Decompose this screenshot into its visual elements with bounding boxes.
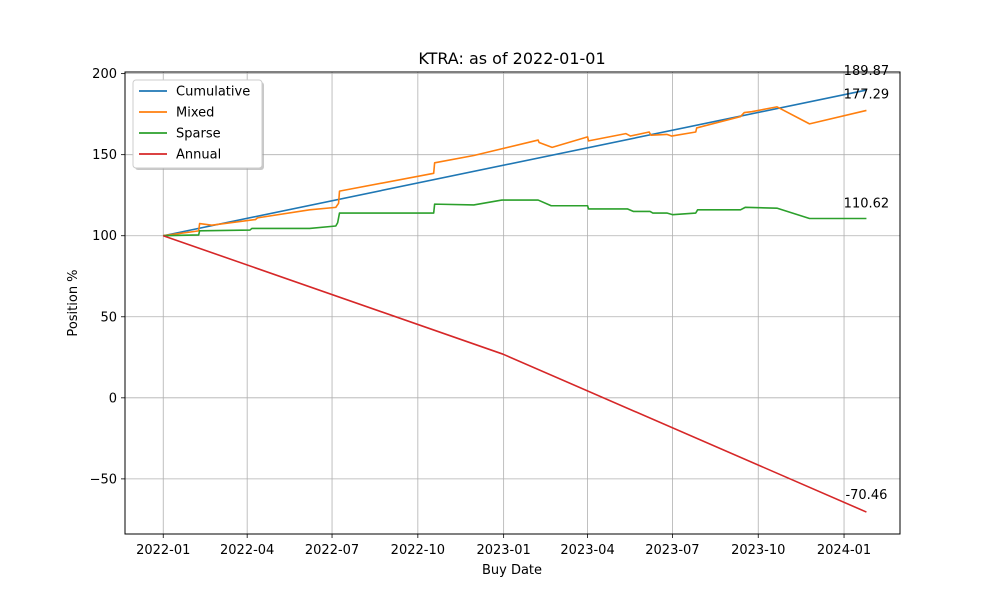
x-tick-label: 2023-01 [476,543,530,558]
y-tick-label: 150 [92,148,117,163]
end-label-annual: -70.46 [845,488,887,503]
plot-lines [162,89,867,513]
chart-title: KTRA: as of 2022-01-01 [418,49,605,68]
x-tick-label: 2022-07 [305,543,359,558]
x-tick-label: 2022-10 [391,543,445,558]
y-tick-label: 100 [92,229,117,244]
series-line-mixed [163,106,867,237]
legend: Cumulative Mixed Sparse Annual [132,79,264,170]
x-tick-label: 2023-10 [731,543,785,558]
end-label-mixed: 177.29 [844,87,890,102]
series-line-annual [162,234,867,513]
x-tick-label: 2024-01 [817,543,871,558]
y-axis-title: Position % [66,269,81,336]
x-tick-label: 2022-04 [220,543,274,558]
legend-label-sparse: Sparse [176,127,221,142]
x-tick-label: 2023-04 [560,543,614,558]
x-tick-label: 2023-07 [645,543,699,558]
end-label-sparse: 110.62 [844,197,890,212]
y-tick-label: 50 [100,310,117,325]
legend-label-annual: Annual [176,148,221,163]
legend-box [132,79,263,169]
x-tick-label: 2022-01 [136,543,190,558]
end-labels: 189.87 177.29 110.62 -70.46 [844,64,890,503]
series-line-sparse [163,199,867,237]
y-tick-label: 0 [109,391,117,406]
plot-frame [124,71,901,535]
end-label-cumulative: 189.87 [844,64,890,79]
legend-label-cumulative: Cumulative [176,85,250,100]
legend-label-mixed: Mixed [176,106,214,121]
x-axis-title: Buy Date [482,563,542,578]
y-tick-label: −50 [90,472,117,487]
series-line-cumulative [163,89,867,237]
y-tick-label: 200 [92,67,117,82]
grid [125,72,900,534]
axis-ticks: 2022-01 2022-04 2022-07 2022-10 2023-01 2023-… [90,67,872,558]
